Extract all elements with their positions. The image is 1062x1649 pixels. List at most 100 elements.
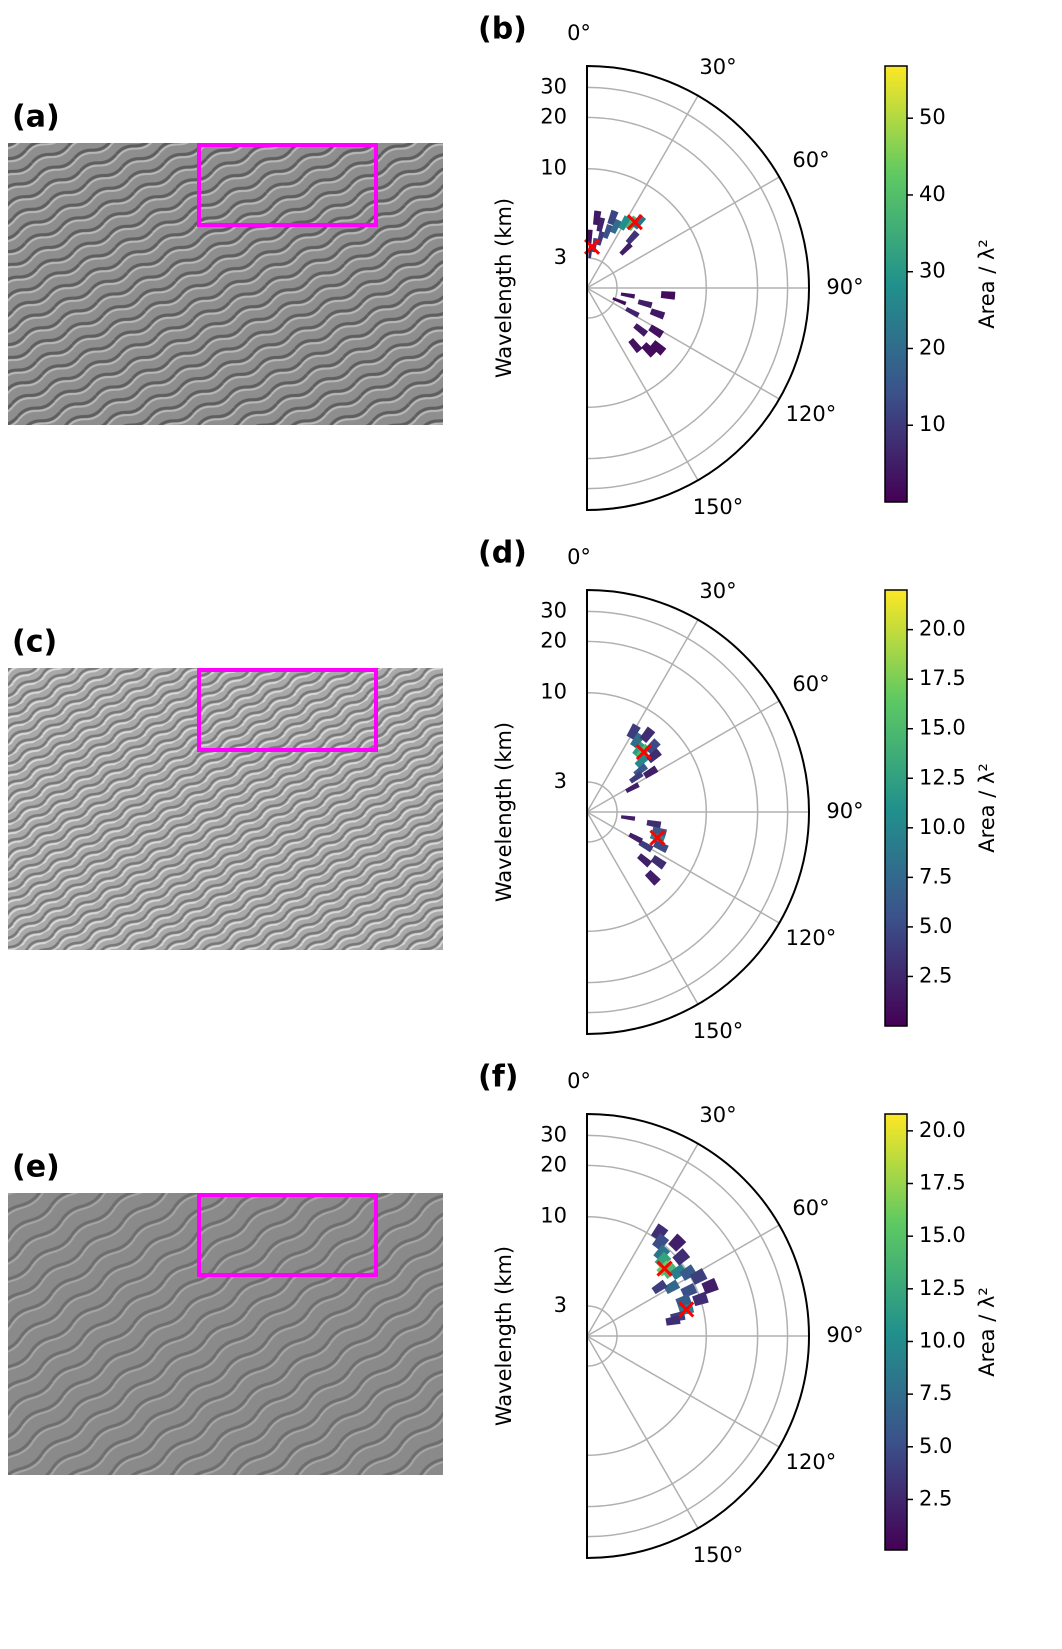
satellite-image bbox=[8, 668, 443, 950]
heat-cell bbox=[650, 340, 667, 356]
theta-tick-label: 90° bbox=[826, 275, 863, 299]
grid-spoke bbox=[586, 700, 780, 813]
panel-label: (b) bbox=[478, 12, 527, 47]
heat-cell bbox=[620, 292, 636, 299]
heat-cell bbox=[639, 726, 656, 743]
heat-cell bbox=[593, 210, 602, 226]
r-tick-label: 20 bbox=[540, 628, 567, 652]
colorbar-tick-label: 12.5 bbox=[919, 765, 966, 789]
region-box bbox=[197, 668, 378, 752]
y-axis-label: Wavelength (km) bbox=[492, 1246, 516, 1426]
heat-cell bbox=[653, 1244, 671, 1262]
theta-tick-label: 120° bbox=[786, 1450, 837, 1474]
grid-spoke bbox=[586, 287, 780, 400]
theta-tick-label: 30° bbox=[699, 579, 736, 603]
heat-cell bbox=[626, 723, 641, 740]
theta-tick-label: 0° bbox=[567, 545, 591, 569]
heat-cell bbox=[596, 230, 605, 246]
heat-cell bbox=[644, 738, 661, 755]
heat-cell bbox=[618, 215, 632, 231]
theta-tick-label: 60° bbox=[792, 1196, 829, 1220]
theta-tick-label: 120° bbox=[786, 402, 837, 426]
r-tick-label: 20 bbox=[540, 104, 567, 128]
y-axis-label: Wavelength (km) bbox=[492, 198, 516, 378]
theta-tick-label: 90° bbox=[826, 799, 863, 823]
heat-cell bbox=[634, 753, 650, 768]
grid-spoke bbox=[586, 176, 780, 289]
peak-marker bbox=[649, 829, 666, 846]
polar-frame bbox=[586, 64, 810, 512]
heat-cell bbox=[692, 1291, 709, 1307]
r-tick-label: 30 bbox=[540, 1122, 567, 1146]
satellite-image bbox=[8, 143, 443, 425]
theta-tick-label: 0° bbox=[567, 21, 591, 45]
grid-spoke bbox=[586, 287, 699, 481]
heat-cell bbox=[652, 840, 669, 853]
theta-tick-label: 150° bbox=[693, 495, 744, 519]
polar-plot: (d) Wavelength (km) 3 10 20 30 0° 30° 60° 90° 120°… bbox=[478, 536, 999, 1043]
colorbar-tick-label: 2.5 bbox=[919, 963, 952, 987]
grid-spoke bbox=[586, 1335, 780, 1448]
r-tick-label: 3 bbox=[554, 1293, 567, 1317]
heat-cell bbox=[587, 229, 593, 244]
heat-cell bbox=[689, 1268, 708, 1285]
theta-tick-label: 30° bbox=[699, 1103, 736, 1127]
heat-cell bbox=[637, 299, 653, 309]
region-box bbox=[197, 1193, 378, 1277]
colorbar-tick-label: 20.0 bbox=[919, 1118, 966, 1142]
theta-tick-label: 150° bbox=[693, 1019, 744, 1043]
region-box bbox=[197, 143, 378, 227]
colorbar-tick-label: 17.5 bbox=[919, 1171, 966, 1195]
heat-cell bbox=[650, 1223, 669, 1242]
grid-spoke bbox=[586, 95, 699, 289]
heat-cell bbox=[625, 230, 640, 245]
heat-cell bbox=[628, 832, 643, 844]
y-axis-label: Wavelength (km) bbox=[492, 722, 516, 902]
heat-cell bbox=[625, 782, 640, 793]
peak-marker bbox=[635, 743, 652, 761]
colorbar-tick-label: 10 bbox=[919, 412, 946, 436]
heat-cell bbox=[610, 218, 622, 235]
polar-frame bbox=[586, 1112, 810, 1560]
heat-cell bbox=[652, 1233, 670, 1251]
heat-cell bbox=[663, 1279, 681, 1295]
grid-spoke bbox=[586, 619, 699, 813]
heat-cell bbox=[602, 223, 613, 239]
theta-tick-label: 60° bbox=[792, 148, 829, 172]
colorbar-label: Area / λ² bbox=[975, 763, 999, 853]
theta-tick-label: 150° bbox=[693, 1543, 744, 1567]
colorbar-tick-label: 7.5 bbox=[919, 1381, 952, 1405]
polar-plot: (b) Wavelength (km) 3 10 20 30 0° 30° 60° 90° 120°… bbox=[478, 12, 999, 519]
r-tick-label: 10 bbox=[540, 1204, 567, 1228]
satellite-image bbox=[8, 1193, 443, 1475]
peak-marker bbox=[678, 1301, 695, 1318]
colorbar-tick-label: 5.0 bbox=[919, 1434, 952, 1458]
heat-cell bbox=[650, 855, 667, 870]
heat-cell bbox=[637, 853, 653, 868]
heat-cell bbox=[665, 1315, 681, 1326]
theta-tick-label: 0° bbox=[567, 1069, 591, 1093]
heat-cell bbox=[633, 323, 649, 337]
r-tick-label: 30 bbox=[540, 598, 567, 622]
colorbar-tick-label: 30 bbox=[919, 259, 946, 283]
r-tick-label: 10 bbox=[540, 156, 567, 180]
theta-tick-label: 120° bbox=[786, 926, 837, 950]
heat-cell bbox=[668, 1233, 687, 1252]
heat-cell bbox=[649, 308, 666, 320]
colorbar-tick-label: 50 bbox=[919, 105, 946, 129]
colorbar-tick-label: 15.0 bbox=[919, 1223, 966, 1247]
heat-cell bbox=[625, 307, 640, 318]
heat-cell bbox=[669, 1263, 688, 1281]
r-tick-label: 20 bbox=[540, 1152, 567, 1176]
heat-cell bbox=[638, 840, 654, 853]
heat-cell bbox=[607, 209, 619, 226]
grid-spoke bbox=[586, 1224, 780, 1337]
r-tick-label: 3 bbox=[554, 245, 567, 269]
grid-spoke bbox=[586, 1143, 699, 1337]
heat-cell bbox=[642, 765, 659, 779]
colorbar bbox=[884, 1113, 908, 1551]
panel-label: (a) bbox=[12, 100, 60, 135]
heat-cell bbox=[651, 1279, 668, 1295]
peak-marker bbox=[656, 1260, 673, 1277]
colorbar-tick-label: 2.5 bbox=[919, 1486, 952, 1510]
